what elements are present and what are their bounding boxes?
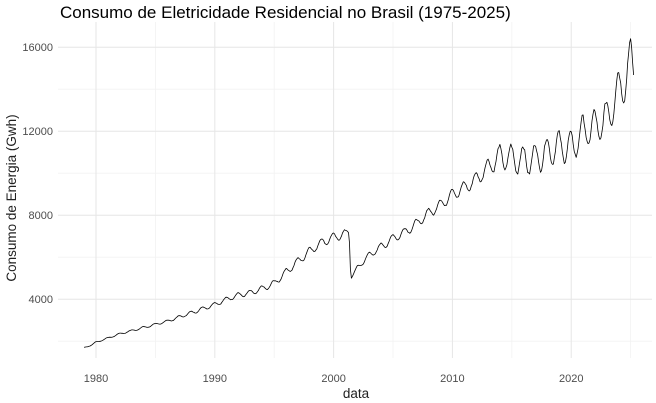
x-tick-label: 1980 (84, 373, 108, 385)
y-tick-label: 8000 (29, 210, 53, 222)
x-tick-label: 2020 (559, 373, 583, 385)
y-tick-label: 16000 (22, 42, 53, 54)
x-axis-title: data (343, 386, 370, 401)
tick-labels: 1980 1990 2000 2010 2020 4000 8000 12000 16000 (22, 42, 583, 385)
y-tick-label: 4000 (29, 294, 53, 306)
x-tick-label: 1990 (203, 373, 227, 385)
x-tick-label: 2010 (440, 373, 464, 385)
series-line (84, 38, 634, 348)
grid (58, 22, 652, 358)
y-tick-label: 12000 (22, 126, 53, 138)
chart-title: Consumo de Eletricidade Residencial no B… (60, 3, 511, 22)
y-axis-title: Consumo de Energia (Gwh) (4, 114, 19, 281)
x-tick-label: 2000 (321, 373, 345, 385)
